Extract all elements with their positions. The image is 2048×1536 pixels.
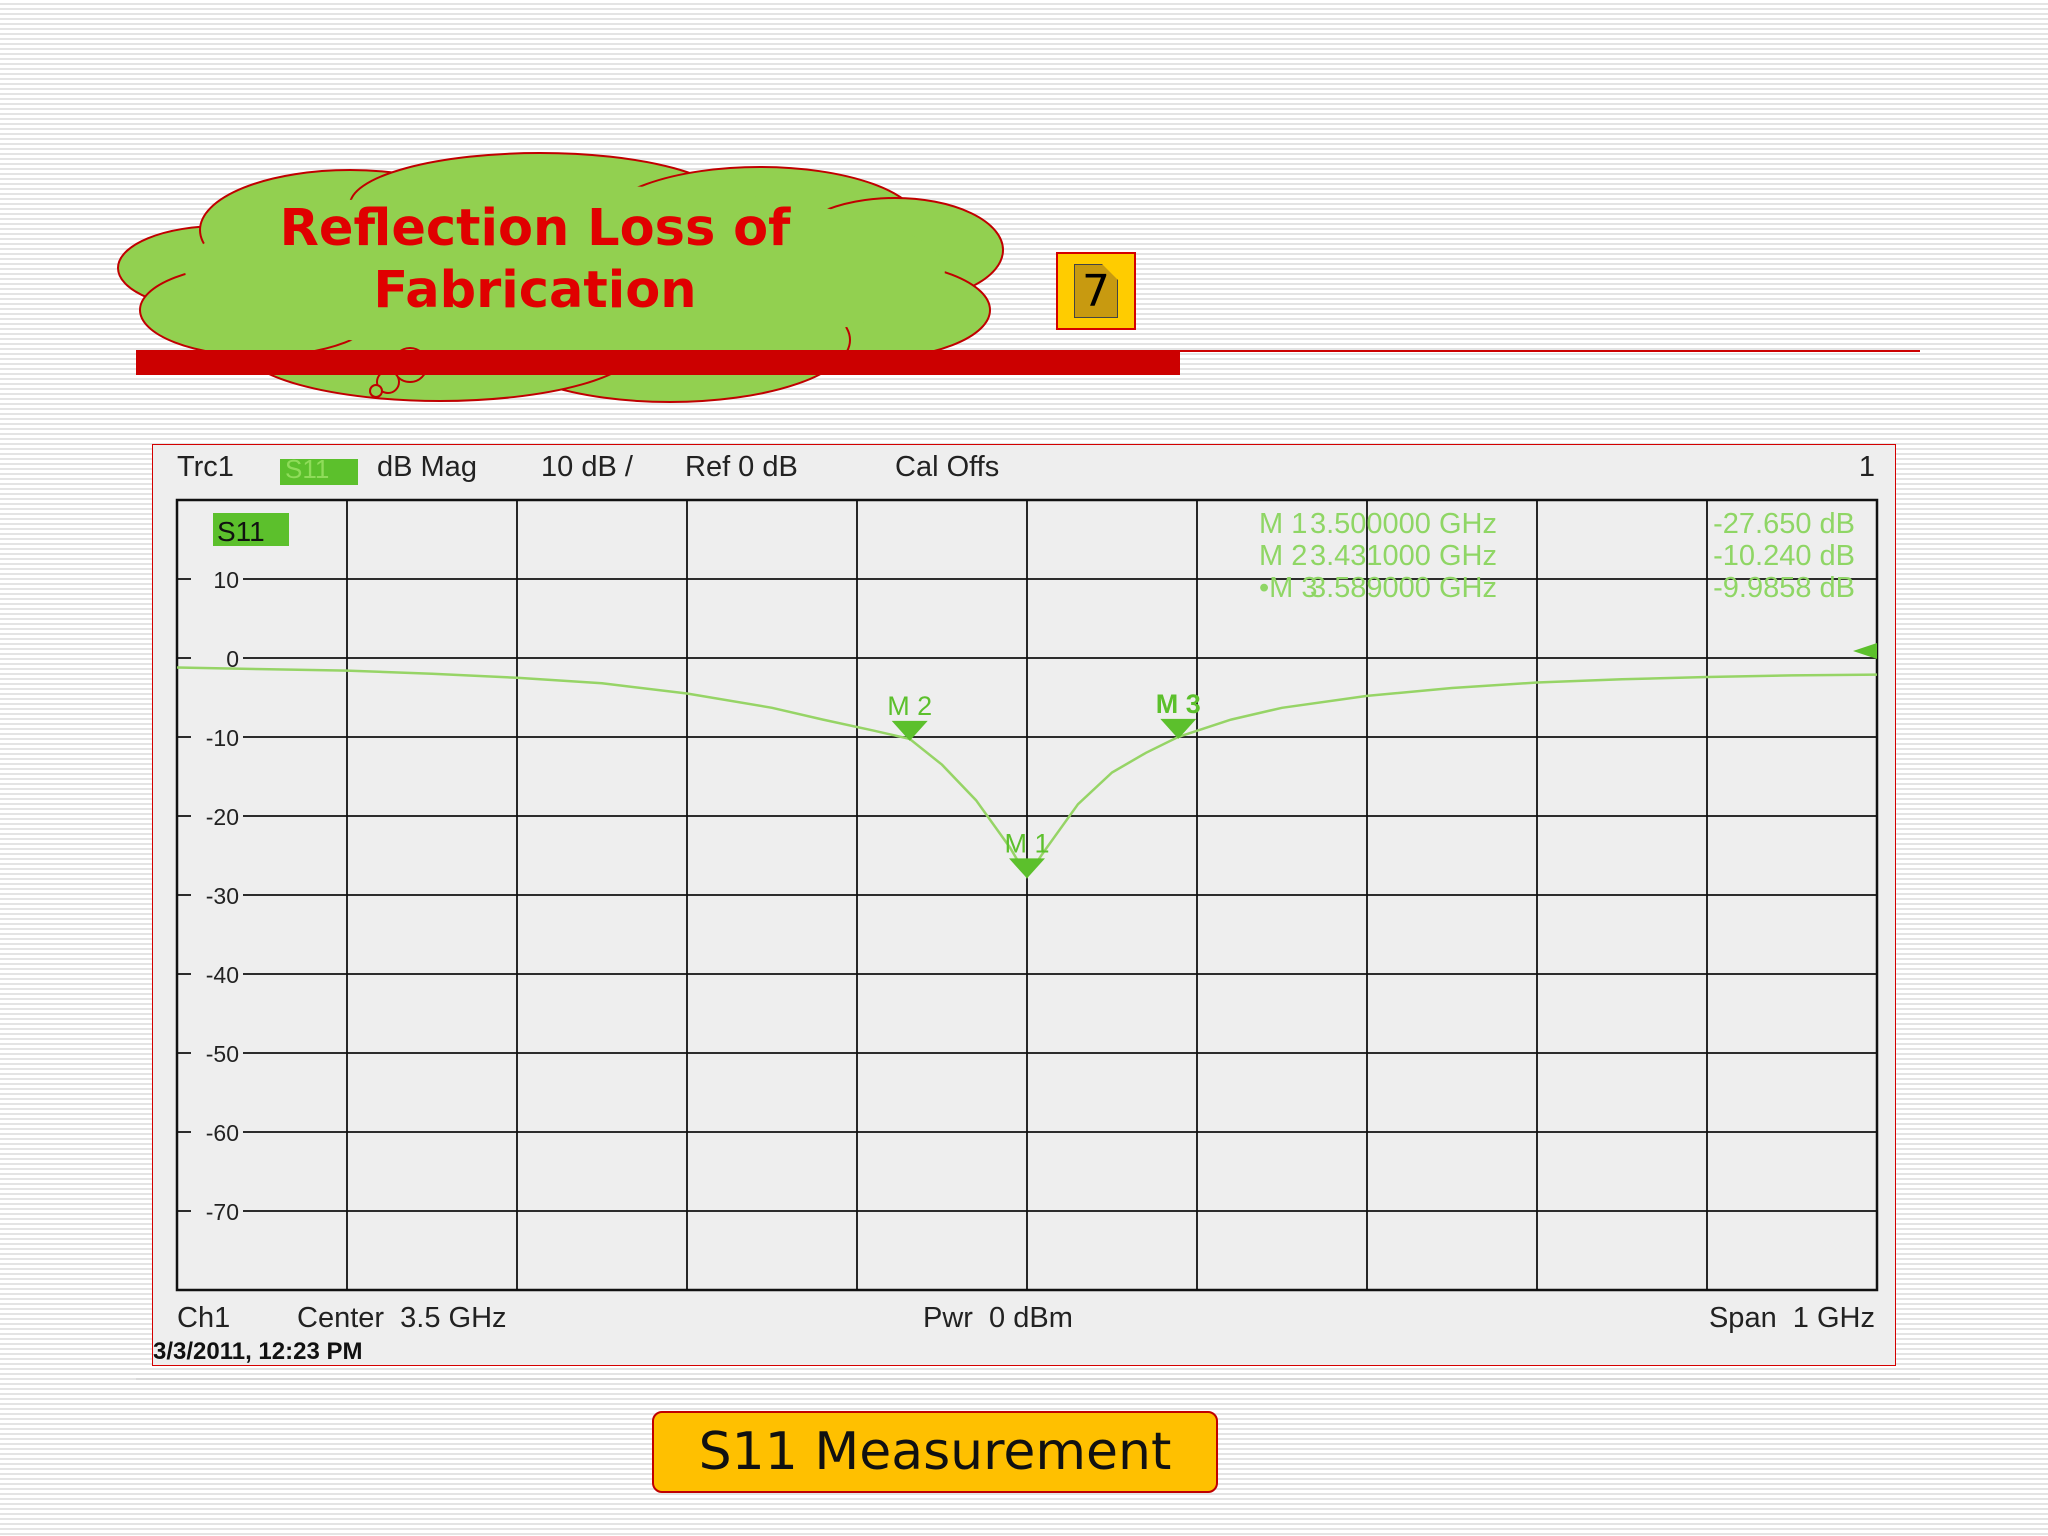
- marker-table-name: •M 3: [1259, 572, 1318, 604]
- ref-label: Ref 0 dB: [685, 451, 798, 483]
- channel-number: 1: [1859, 451, 1875, 483]
- ref-level-marker-icon: [1853, 643, 1877, 659]
- marker-table: M 1 3.500000 GHz -27.650 dB M 2 3.431000 GHz…: [1259, 508, 1855, 604]
- y-tick-bg: [191, 645, 243, 671]
- y-tick-label: 0: [226, 646, 239, 672]
- y-tick-label: 10: [213, 567, 239, 593]
- page-fold-icon: [1102, 264, 1118, 280]
- y-tick-label: -60: [206, 1120, 239, 1146]
- timestamp: 3/3/2011, 12:23 PM: [153, 1338, 362, 1365]
- footer-center: Center 3.5 GHz: [297, 1302, 507, 1334]
- y-tick-bg: [191, 882, 243, 908]
- cal-label: Cal Offs: [895, 451, 999, 483]
- slide-number-badge: 7: [1056, 252, 1136, 330]
- y-tick-bg: [191, 1040, 243, 1066]
- caption-box: S11 Measurement: [652, 1411, 1218, 1493]
- marker-table-value: -9.9858 dB: [1713, 572, 1855, 604]
- marker-label: M 3: [1156, 689, 1201, 719]
- y-tick-bg: [191, 724, 243, 750]
- marker-table-value: -10.240 dB: [1713, 540, 1855, 572]
- y-tick-bg: [191, 1198, 243, 1224]
- marker-table-name: M 1: [1259, 508, 1307, 540]
- grid: [177, 500, 1877, 1290]
- title-underline-thin: [1180, 350, 1920, 352]
- y-tick-label: -40: [206, 962, 239, 988]
- slide-number: 7: [1074, 264, 1118, 318]
- marker-table-freq: 3.431000 GHz: [1310, 540, 1497, 572]
- marker-triangle: [891, 720, 928, 741]
- y-tick-label: -50: [206, 1041, 239, 1067]
- y-tick-bg: [191, 1119, 243, 1145]
- slide-title-line1: Reflection Loss of: [279, 199, 791, 258]
- trace-label: Trc1: [177, 451, 234, 483]
- y-tick-labels: 10 0 -10 -20 -30 -40 -50 -60 -70: [191, 566, 243, 1225]
- param-badge: S11: [285, 454, 329, 484]
- marker-table-freq: 3.589000 GHz: [1310, 572, 1497, 604]
- footer-span: Span 1 GHz: [1709, 1302, 1875, 1334]
- marker-triangle: [1009, 858, 1045, 879]
- marker-label: M 2: [887, 691, 932, 721]
- title-underline-bar: [136, 350, 1180, 375]
- y-tick-label: -30: [206, 883, 239, 909]
- marker-symbols: M 1 M 2 M 3: [887, 689, 1201, 879]
- graph-label: S11: [217, 516, 265, 547]
- vna-screenshot: Trc1 S11 dB Mag 10 dB / Ref 0 dB Cal Off…: [152, 444, 1896, 1366]
- y-tick-label: -10: [206, 725, 239, 751]
- y-tick-bg: [191, 961, 243, 987]
- marker-triangle: [1160, 718, 1197, 739]
- y-tick-label: -70: [206, 1199, 239, 1225]
- y-tick-bg: [191, 803, 243, 829]
- y-tick-bg: [191, 566, 243, 592]
- footer-power: Pwr 0 dBm: [923, 1302, 1073, 1334]
- y-tick-label: -20: [206, 804, 239, 830]
- graph-label-bg: [213, 513, 289, 546]
- bottom-divider: [136, 1378, 1920, 1380]
- marker-table-value: -27.650 dB: [1713, 508, 1855, 540]
- title-cloud: [117, 152, 1004, 403]
- param-badge-bg: [280, 459, 358, 485]
- scale-label: 10 dB /: [541, 451, 634, 483]
- marker-table-freq: 3.500000 GHz: [1310, 508, 1497, 540]
- marker-label: M 1: [1004, 828, 1049, 858]
- s11-chart: Trc1 S11 dB Mag 10 dB / Ref 0 dB Cal Off…: [153, 451, 1879, 1365]
- marker-table-name: M 2: [1259, 540, 1307, 572]
- slide-title-line2: Fabrication: [373, 261, 697, 320]
- slide-title: Reflection Loss of Fabrication: [235, 198, 835, 322]
- footer-channel: Ch1: [177, 1302, 230, 1334]
- format-label: dB Mag: [377, 451, 477, 483]
- caption-text: S11 Measurement: [698, 1422, 1172, 1482]
